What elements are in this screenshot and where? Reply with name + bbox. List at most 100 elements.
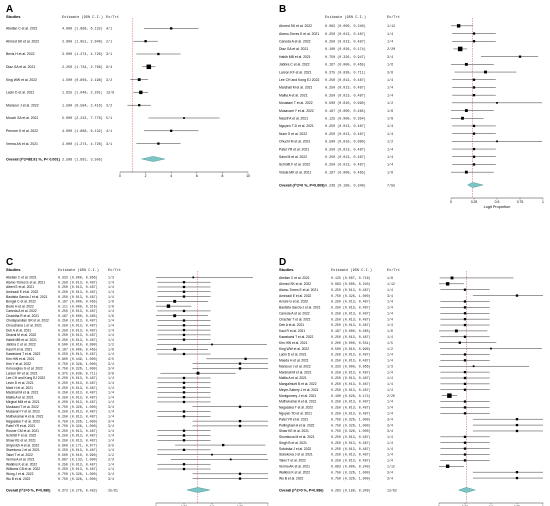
study-marker [170,27,173,30]
study-marker [182,400,186,404]
tick-label: 6 [196,174,198,178]
header-ev: Ev/Trt [106,15,119,20]
study-label: Starekova J et al. 2021 [6,448,40,452]
study-estimate: 3.000 (1.274, 4.726) [62,52,103,57]
study-estimate: 0.250 (0.013, 0.487) [58,285,98,289]
tick-label: 0.5 [495,200,500,204]
study-events: 1/4 [108,400,114,404]
header-studies: Studies [6,14,21,19]
study-label: Larson KF et al. 2021 [6,371,38,375]
study-events: 1/4 [387,323,393,327]
study-label: Pellingham A et al. 2022 [279,423,315,427]
study-events: 3/4 [387,476,393,480]
study-estimate: 0.167 (0.000, 0.465) [325,170,366,175]
study-label: Maeda H et al. 2021 [279,359,309,363]
study-label: Deb A et al. 2021 [6,328,31,332]
study-events: 1/9 [108,304,114,308]
study-marker [445,282,450,286]
study-estimate: 0.333 (0.000, 0.866) [331,364,371,368]
study-events: 3/4 [108,424,114,428]
header-ev: Ev/Trt [387,268,400,273]
study-label: Nassif A et al. 2021 [279,116,308,120]
study-marker [146,64,152,70]
panel-b: B Estimate (95% C.I.) Ev/Trt Ahmed SK et a… [275,0,550,253]
study-events: 1/4 [387,435,393,439]
study-marker [472,365,475,368]
study-marker [463,406,467,409]
panel-d: D Studies Estimate (95% C.I.) Ev/Trt Abella… [275,253,550,506]
study-label: Bengel C et al. 2022 [6,300,36,304]
study-events: 1/4 [387,388,393,392]
study-label: Bautista Garcia J et al. 2021 [279,306,321,310]
study-marker [182,396,186,399]
header-ev: Ev/Trt [108,268,121,273]
header-estimate: Estimate (95% C.I.) [331,268,372,273]
study-marker [238,419,242,423]
study-events: 3/8 [108,371,114,375]
study-estimate: 0.100 (0.026, 0.174) [325,47,366,52]
study-label: Bevis H et al. 2022 [6,52,35,56]
study-events: 1/4 [108,376,114,380]
study-estimate: 0.750 (0.326, 1.000) [58,367,98,371]
study-estimate: 0.500 (0.010, 0.990) [331,347,371,351]
study-label: Mallia A et al. 2021 [279,93,308,97]
study-estimate: 0.250 (0.013, 0.487) [58,448,98,452]
study-label: Koroouglou G et al. 2022 [6,367,43,371]
study-events: 1/6 [108,347,114,351]
study-events: 1/4 [387,412,393,416]
study-marker [515,294,519,297]
study-events: 3/4 [387,417,393,421]
study-label: Watkins K et al. 2022 [6,462,37,466]
study-estimate: 0.250 (0.013, 0.487) [331,376,371,380]
study-events: 1/4 [108,395,114,399]
study-marker [182,281,186,284]
study-estimate: 0.250 (0.013, 0.487) [58,333,98,337]
study-estimate: 0.250 (0.013, 0.487) [331,311,371,315]
study-label: Mark H et al. 2021 [6,386,33,390]
study-estimate: 0.250 (0.013, 0.487) [58,410,98,414]
study-estimate: 0.167 (0.000, 0.465) [58,314,98,318]
study-label: Takei T et al. 2022 [279,459,306,463]
study-events: 9/4 [106,65,112,70]
study-estimate: 0.250 (0.013, 0.487) [58,415,98,419]
study-estimate: 0.250 (0.013, 0.487) [58,338,98,342]
study-label: Takei T et al. 2022 [6,453,33,457]
study-estimate: 0.083 (0.000, 0.240) [325,24,366,29]
study-label: King WW et al. 2022 [279,347,309,351]
study-events: 1/4 [387,453,393,457]
tick-label: 10 [246,174,250,178]
tick-label: 0 [119,174,121,178]
study-label: Mansour J et al. 2022 [279,364,311,368]
study-marker [238,367,242,370]
study-estimate: 0.250 (0.013, 0.487) [58,324,98,328]
study-marker [182,434,186,437]
study-label: Abellan C et al. 2021 [279,276,310,280]
study-estimate: 2.000 (1.051, 2.949) [62,39,103,44]
study-events: 3/4 [387,55,393,60]
study-events: 1/4 [387,306,393,310]
study-events: 3/1 [106,52,112,57]
study-estimate: 0.250 (0.013, 0.487) [331,453,371,457]
study-events: 1/6 [387,329,393,333]
panel-a: A Studies Estimate (95% C.I.) Ev/Trt Abella… [0,0,275,253]
study-events: 3/8 [387,70,393,75]
study-events: 1/3 [108,276,114,280]
study-estimate: 0.750 (0.326, 1.000) [58,472,98,476]
study-label: Nguyen T-D et al. 2021 [279,124,314,128]
study-marker [139,90,143,95]
study-label: Kim HW et al. 2021 [6,357,35,361]
study-estimate: 0.250 (0.013, 0.487) [331,382,371,386]
study-events: 3/2 [106,78,112,83]
study-label: Bevis H et al. 2022 [6,304,34,308]
study-estimate: 0.250 (0.013, 0.487) [331,317,371,321]
overall-events: 7/55 [387,183,395,188]
study-label: Bautista Garcia J et al. 2021 [6,295,48,299]
overall-events: 25/81 [108,488,118,492]
study-marker [472,32,476,35]
study-label: Chouchana L et al. 2021 [6,324,42,328]
study-events: 1/8 [387,116,393,121]
study-marker [461,116,464,120]
study-estimate: 0.500 (0.010, 0.990) [325,140,366,145]
study-marker [463,323,467,327]
study-label: Starekova J et al. 2021 [279,453,313,457]
